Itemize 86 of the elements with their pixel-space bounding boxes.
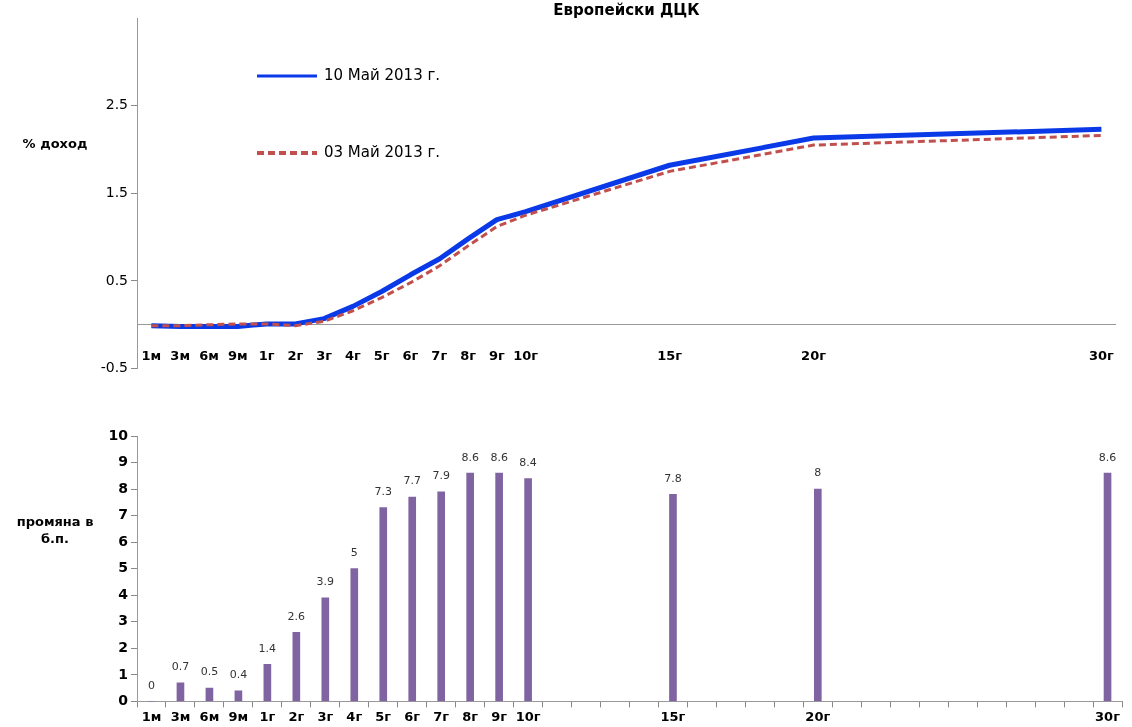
x-tick-label: 4г: [346, 708, 363, 724]
x-tick-label: 6м: [199, 347, 219, 363]
x-tick-label: 3м: [170, 347, 191, 363]
data-label: 7.3: [374, 485, 392, 499]
bar: [813, 488, 822, 702]
x-tick-label: 3г: [317, 708, 334, 724]
y-tick-label: 1.5: [105, 183, 128, 200]
y-axis-title: промяна в б.п.: [16, 514, 94, 547]
x-tick-label: 9м: [228, 708, 249, 724]
data-label: 0: [147, 678, 155, 692]
x-tick-label: 30г: [1095, 708, 1121, 724]
x-tick-label: 15г: [660, 708, 686, 724]
y-tick-label: -0.5: [100, 359, 128, 376]
data-label: 0.5: [200, 665, 219, 679]
bar: [263, 663, 272, 702]
x-tick-label: 6г: [402, 347, 419, 363]
y-axis-title: % доход: [22, 135, 88, 151]
x-tick-label: 7г: [431, 347, 448, 363]
y-tick-label: 4: [118, 585, 129, 602]
data-label: 5: [350, 546, 358, 560]
data-label: 8.6: [1098, 450, 1117, 464]
bar: [437, 491, 446, 702]
data-label: 1.4: [258, 641, 277, 655]
y-tick-label: 5: [118, 559, 128, 576]
x-tick-label: 2г: [288, 708, 305, 724]
x-tick-label: 6м: [199, 708, 220, 724]
y-tick-label: 0: [118, 692, 129, 709]
x-tick-label: 3г: [316, 347, 333, 363]
x-tick-label: 3м: [170, 708, 191, 724]
x-tick-label: 1г: [258, 347, 275, 363]
bar: [408, 496, 417, 702]
data-label: 8.6: [461, 450, 479, 464]
x-tick-label: 2г: [287, 347, 304, 363]
x-tick-label: 20г: [805, 708, 831, 724]
legend-label: 03 Май 2013 г.: [324, 142, 441, 161]
x-tick-label: 10г: [515, 708, 541, 724]
data-label: 7.7: [403, 474, 421, 488]
x-tick-label: 5г: [375, 708, 392, 724]
legend-label: 10 Май 2013 г.: [324, 65, 441, 84]
y-tick-label: 8: [118, 479, 128, 496]
x-tick-label: 9м: [227, 347, 248, 363]
bar: [1103, 472, 1112, 702]
x-tick-label: 6г: [404, 708, 421, 724]
bar: [321, 597, 330, 702]
chart-title: Европейски ДЦК: [553, 1, 701, 20]
y-tick-label: 1: [118, 665, 128, 682]
y-tick-label: 10: [108, 426, 129, 443]
x-tick-label: 9г: [491, 708, 508, 724]
x-tick-label: 9г: [488, 347, 505, 363]
x-tick-label: 1м: [141, 347, 162, 363]
bar: [669, 494, 677, 702]
bar: [524, 478, 532, 702]
data-label: 0.4: [229, 668, 248, 682]
data-label: 7.8: [664, 471, 682, 485]
data-label: 7.9: [432, 469, 450, 483]
x-tick-label: 5г: [373, 347, 390, 363]
x-tick-label: 1м: [141, 708, 162, 724]
y-tick-label: 7: [118, 506, 128, 523]
x-tick-label: 20г: [801, 347, 827, 363]
bar: [379, 507, 388, 702]
y-tick-label: 2: [118, 638, 128, 655]
bar: [292, 632, 301, 702]
y-tick-label: 9: [118, 453, 128, 470]
bar: [234, 690, 243, 702]
x-tick-label: 4г: [344, 347, 362, 363]
y-tick-label: 3: [118, 612, 128, 629]
bar: [495, 472, 503, 702]
y-tick-label: 6: [118, 532, 128, 549]
data-label: 3.9: [316, 575, 335, 589]
bar: [466, 472, 474, 702]
data-label: 0.7: [171, 660, 190, 674]
x-tick-label: 10г: [513, 347, 539, 363]
data-label: 8.4: [519, 455, 537, 469]
data-label: 8: [814, 466, 822, 480]
x-tick-label: 7г: [433, 708, 450, 724]
x-tick-label: 30г: [1088, 347, 1115, 363]
x-tick-label: 1г: [259, 708, 276, 724]
data-label: 8.6: [490, 450, 508, 464]
y-tick-label: 0.5: [105, 271, 128, 288]
bar: [350, 568, 359, 702]
y-tick-label: 2.5: [105, 96, 128, 113]
data-label: 2.6: [287, 609, 306, 623]
bar: [176, 682, 185, 702]
x-tick-label: 8г: [460, 347, 477, 363]
x-tick-label: 15г: [657, 347, 683, 363]
x-tick-label: 8г: [462, 708, 479, 724]
